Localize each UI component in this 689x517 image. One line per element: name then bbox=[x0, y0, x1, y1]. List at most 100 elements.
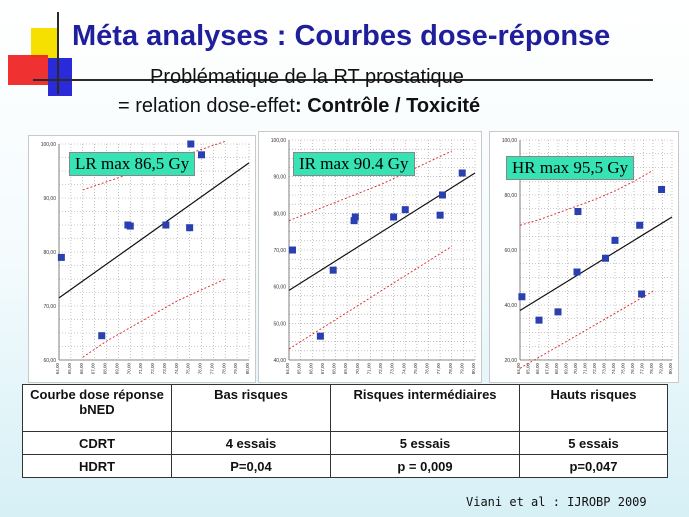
y-tick-label: 100,00 bbox=[502, 138, 518, 144]
x-tick-label: 73,00 bbox=[602, 363, 607, 375]
x-tick-label: 67,00 bbox=[320, 363, 325, 375]
x-tick-label: 71,00 bbox=[366, 363, 371, 375]
data-point bbox=[436, 211, 444, 219]
x-tick-label: 77,00 bbox=[640, 363, 645, 375]
data-point bbox=[573, 268, 581, 276]
results-table: Courbe dose réponse bNED Bas risques Ris… bbox=[22, 384, 668, 478]
data-point bbox=[554, 308, 562, 316]
subtitle-line-2-prefix: = relation dose-effet bbox=[118, 95, 295, 117]
y-tick-label: 90,00 bbox=[273, 175, 286, 181]
y-tick-label: 40,00 bbox=[273, 358, 286, 364]
data-point bbox=[535, 316, 543, 324]
chart-high-risk: 20,00 40,00 60,00 80,00 100,00 64,00 65,00 66,0… bbox=[489, 131, 679, 383]
chart-intermediate-risk: 40,00 50,00 60,00 70,00 80,00 90,00 100,00 64,0… bbox=[258, 131, 482, 383]
x-tick-label: 80,00 bbox=[471, 363, 476, 375]
chart-low-risk-label: LR max 86,5 Gy bbox=[69, 152, 196, 176]
chart-intermediate-risk-label: IR max 90.4 Gy bbox=[293, 152, 415, 176]
data-point bbox=[162, 221, 170, 229]
x-tick-label: 76,00 bbox=[425, 363, 430, 375]
title-rule bbox=[33, 79, 653, 81]
y-tick-label: 80,00 bbox=[273, 211, 286, 217]
logo-vertical-bar bbox=[57, 12, 59, 94]
x-tick-label: 73,00 bbox=[162, 363, 167, 375]
x-tick-label: 64,00 bbox=[285, 363, 290, 375]
table-row: CDRT 4 essais 5 essais 5 essais bbox=[22, 431, 668, 455]
data-point bbox=[329, 266, 337, 274]
x-tick-label: 78,00 bbox=[448, 363, 453, 375]
table-header-cell: Hauts risques bbox=[519, 384, 668, 432]
x-tick-label: 68,00 bbox=[332, 363, 337, 375]
y-tick-label: 100,00 bbox=[41, 142, 57, 148]
data-point bbox=[126, 222, 134, 230]
data-point bbox=[390, 213, 398, 221]
y-tick-label: 60,00 bbox=[43, 358, 56, 364]
data-point bbox=[574, 208, 582, 215]
data-point bbox=[401, 206, 409, 214]
chart-high-risk-label: HR max 95,5 Gy bbox=[506, 156, 635, 180]
x-tick-label: 66,00 bbox=[535, 363, 540, 375]
ci-upper-line bbox=[288, 150, 452, 222]
slide-title: Méta analyses : Courbes dose-réponse bbox=[72, 20, 611, 52]
x-tick-label: 70,00 bbox=[126, 363, 131, 375]
y-tick-label: 90,00 bbox=[43, 196, 56, 202]
x-tick-label: 80,00 bbox=[245, 363, 250, 375]
x-tick-label: 77,00 bbox=[209, 363, 214, 375]
ci-lower-line bbox=[288, 245, 453, 350]
data-point bbox=[198, 151, 205, 159]
table-cell: P=0,04 bbox=[171, 454, 331, 478]
table-cell: 5 essais bbox=[519, 431, 668, 455]
x-tick-label: 79,00 bbox=[233, 363, 238, 375]
table-header-cell: Courbe dose réponse bNED bbox=[22, 384, 172, 432]
subtitle-line-1: Problématique de la RT prostatique bbox=[150, 66, 464, 88]
subtitle-line-2-bold: : Contrôle / Toxicité bbox=[294, 95, 481, 117]
x-tick-label: 73,00 bbox=[390, 363, 395, 375]
logo-yellow-square bbox=[31, 28, 57, 58]
x-tick-label: 78,00 bbox=[649, 363, 654, 375]
table-cell: HDRT bbox=[22, 454, 172, 478]
x-tick-label: 74,00 bbox=[401, 363, 406, 375]
logo-blue-square bbox=[48, 58, 72, 96]
x-tick-label: 76,00 bbox=[630, 363, 635, 375]
y-tick-label: 80,00 bbox=[504, 193, 517, 199]
data-point bbox=[186, 224, 194, 232]
x-tick-label: 78,00 bbox=[221, 363, 226, 375]
table-cell: p = 0,009 bbox=[330, 454, 520, 478]
y-tick-label: 70,00 bbox=[273, 248, 286, 254]
x-tick-label: 72,00 bbox=[592, 363, 597, 375]
x-tick-label: 67,00 bbox=[91, 363, 96, 375]
y-tick-label: 100,00 bbox=[271, 138, 287, 144]
y-tick-label: 80,00 bbox=[43, 250, 56, 256]
table-row: HDRT P=0,04 p = 0,009 p=0,047 bbox=[22, 454, 668, 478]
y-tick-label: 50,00 bbox=[273, 321, 286, 327]
x-tick-label: 69,00 bbox=[564, 363, 569, 375]
x-tick-label: 77,00 bbox=[436, 363, 441, 375]
x-tick-label: 70,00 bbox=[573, 363, 578, 375]
ci-upper-line bbox=[82, 140, 226, 191]
chart-low-risk-plot: 60,00 70,00 80,00 90,00 100,00 64,00 65,00 66,0… bbox=[41, 140, 250, 375]
subtitle-line-2: = relation dose-effet: Contrôle / Toxici… bbox=[118, 95, 480, 118]
table-header-cell: Bas risques bbox=[171, 384, 331, 432]
citation: Viani et al : IJROBP 2009 bbox=[466, 495, 647, 509]
data-point bbox=[187, 140, 195, 148]
data-point bbox=[636, 221, 644, 229]
data-point bbox=[57, 253, 65, 261]
x-tick-label: 79,00 bbox=[459, 363, 464, 375]
regression-line bbox=[58, 162, 250, 299]
ci-lower-line bbox=[519, 290, 654, 369]
x-tick-label: 68,00 bbox=[103, 363, 108, 375]
data-point bbox=[611, 236, 619, 244]
x-tick-label: 65,00 bbox=[67, 363, 72, 375]
x-tick-label: 66,00 bbox=[79, 363, 84, 375]
chart-low-risk: 60,00 70,00 80,00 90,00 100,00 64,00 65,00 66,0… bbox=[28, 135, 256, 383]
data-point bbox=[316, 332, 324, 340]
x-tick-label: 76,00 bbox=[198, 363, 203, 375]
data-point bbox=[518, 293, 526, 301]
table-cell: CDRT bbox=[22, 431, 172, 455]
data-point bbox=[98, 332, 106, 340]
y-tick-label: 60,00 bbox=[504, 248, 517, 254]
y-tick-label: 70,00 bbox=[43, 304, 56, 310]
x-tick-label: 69,00 bbox=[343, 363, 348, 375]
x-tick-label: 72,00 bbox=[150, 363, 155, 375]
data-point bbox=[351, 213, 359, 221]
x-tick-label: 74,00 bbox=[611, 363, 616, 375]
